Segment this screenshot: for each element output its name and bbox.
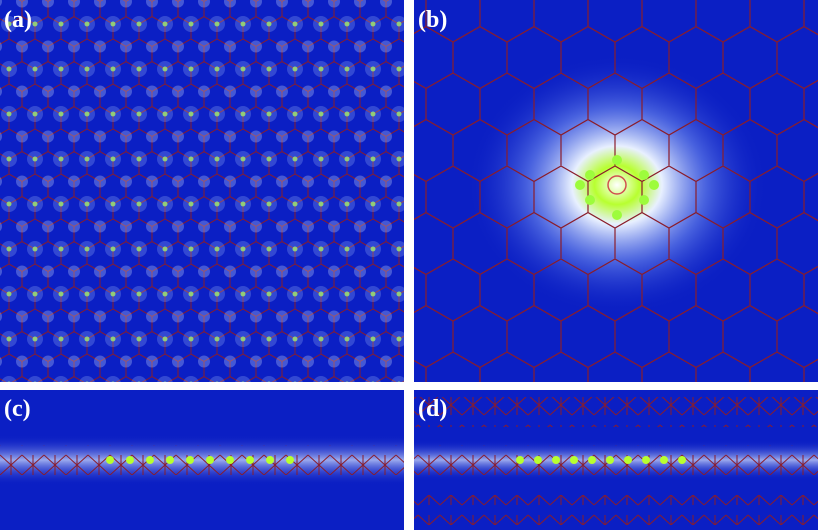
glow-dot <box>612 155 622 165</box>
glow-dot <box>639 195 649 205</box>
panel-d-lattice-bottom <box>414 495 818 525</box>
glow-dot <box>570 456 578 464</box>
glow-dot <box>649 180 659 190</box>
glow-dot <box>612 210 622 220</box>
glow-dot <box>146 456 154 464</box>
panel-label: (a) <box>4 7 32 33</box>
glow-dot <box>639 170 649 180</box>
glow-dot <box>534 456 542 464</box>
glow-dot <box>624 456 632 464</box>
glow-dot <box>575 180 585 190</box>
panel-d-lattice-mid <box>414 445 818 475</box>
glow-dot <box>588 456 596 464</box>
panel-c-lattice <box>0 445 404 475</box>
glow-dot <box>226 456 234 464</box>
highlight-dots <box>106 155 686 464</box>
panel-a-lattice <box>0 0 404 382</box>
glow-dot <box>585 195 595 205</box>
glow-dot <box>186 456 194 464</box>
glow-dot <box>585 170 595 180</box>
panel-label: (d) <box>418 396 447 422</box>
glow-dot <box>552 456 560 464</box>
glow-dot <box>166 456 174 464</box>
glow-dot <box>206 456 214 464</box>
glow-dot <box>286 456 294 464</box>
panel-label: (c) <box>4 396 31 422</box>
glow-dot <box>606 456 614 464</box>
glow-dot <box>660 456 668 464</box>
glow-dot <box>246 456 254 464</box>
panel-label: (b) <box>418 7 447 33</box>
glow-dot <box>106 456 114 464</box>
glow-dot <box>266 456 274 464</box>
panel-d-lattice-top <box>414 397 818 427</box>
glow-dot <box>642 456 650 464</box>
panel-b-defect <box>607 175 627 195</box>
glow-dot <box>126 456 134 464</box>
glow-dot <box>516 456 524 464</box>
panel-b-lattice <box>414 0 818 382</box>
glow-dot <box>678 456 686 464</box>
